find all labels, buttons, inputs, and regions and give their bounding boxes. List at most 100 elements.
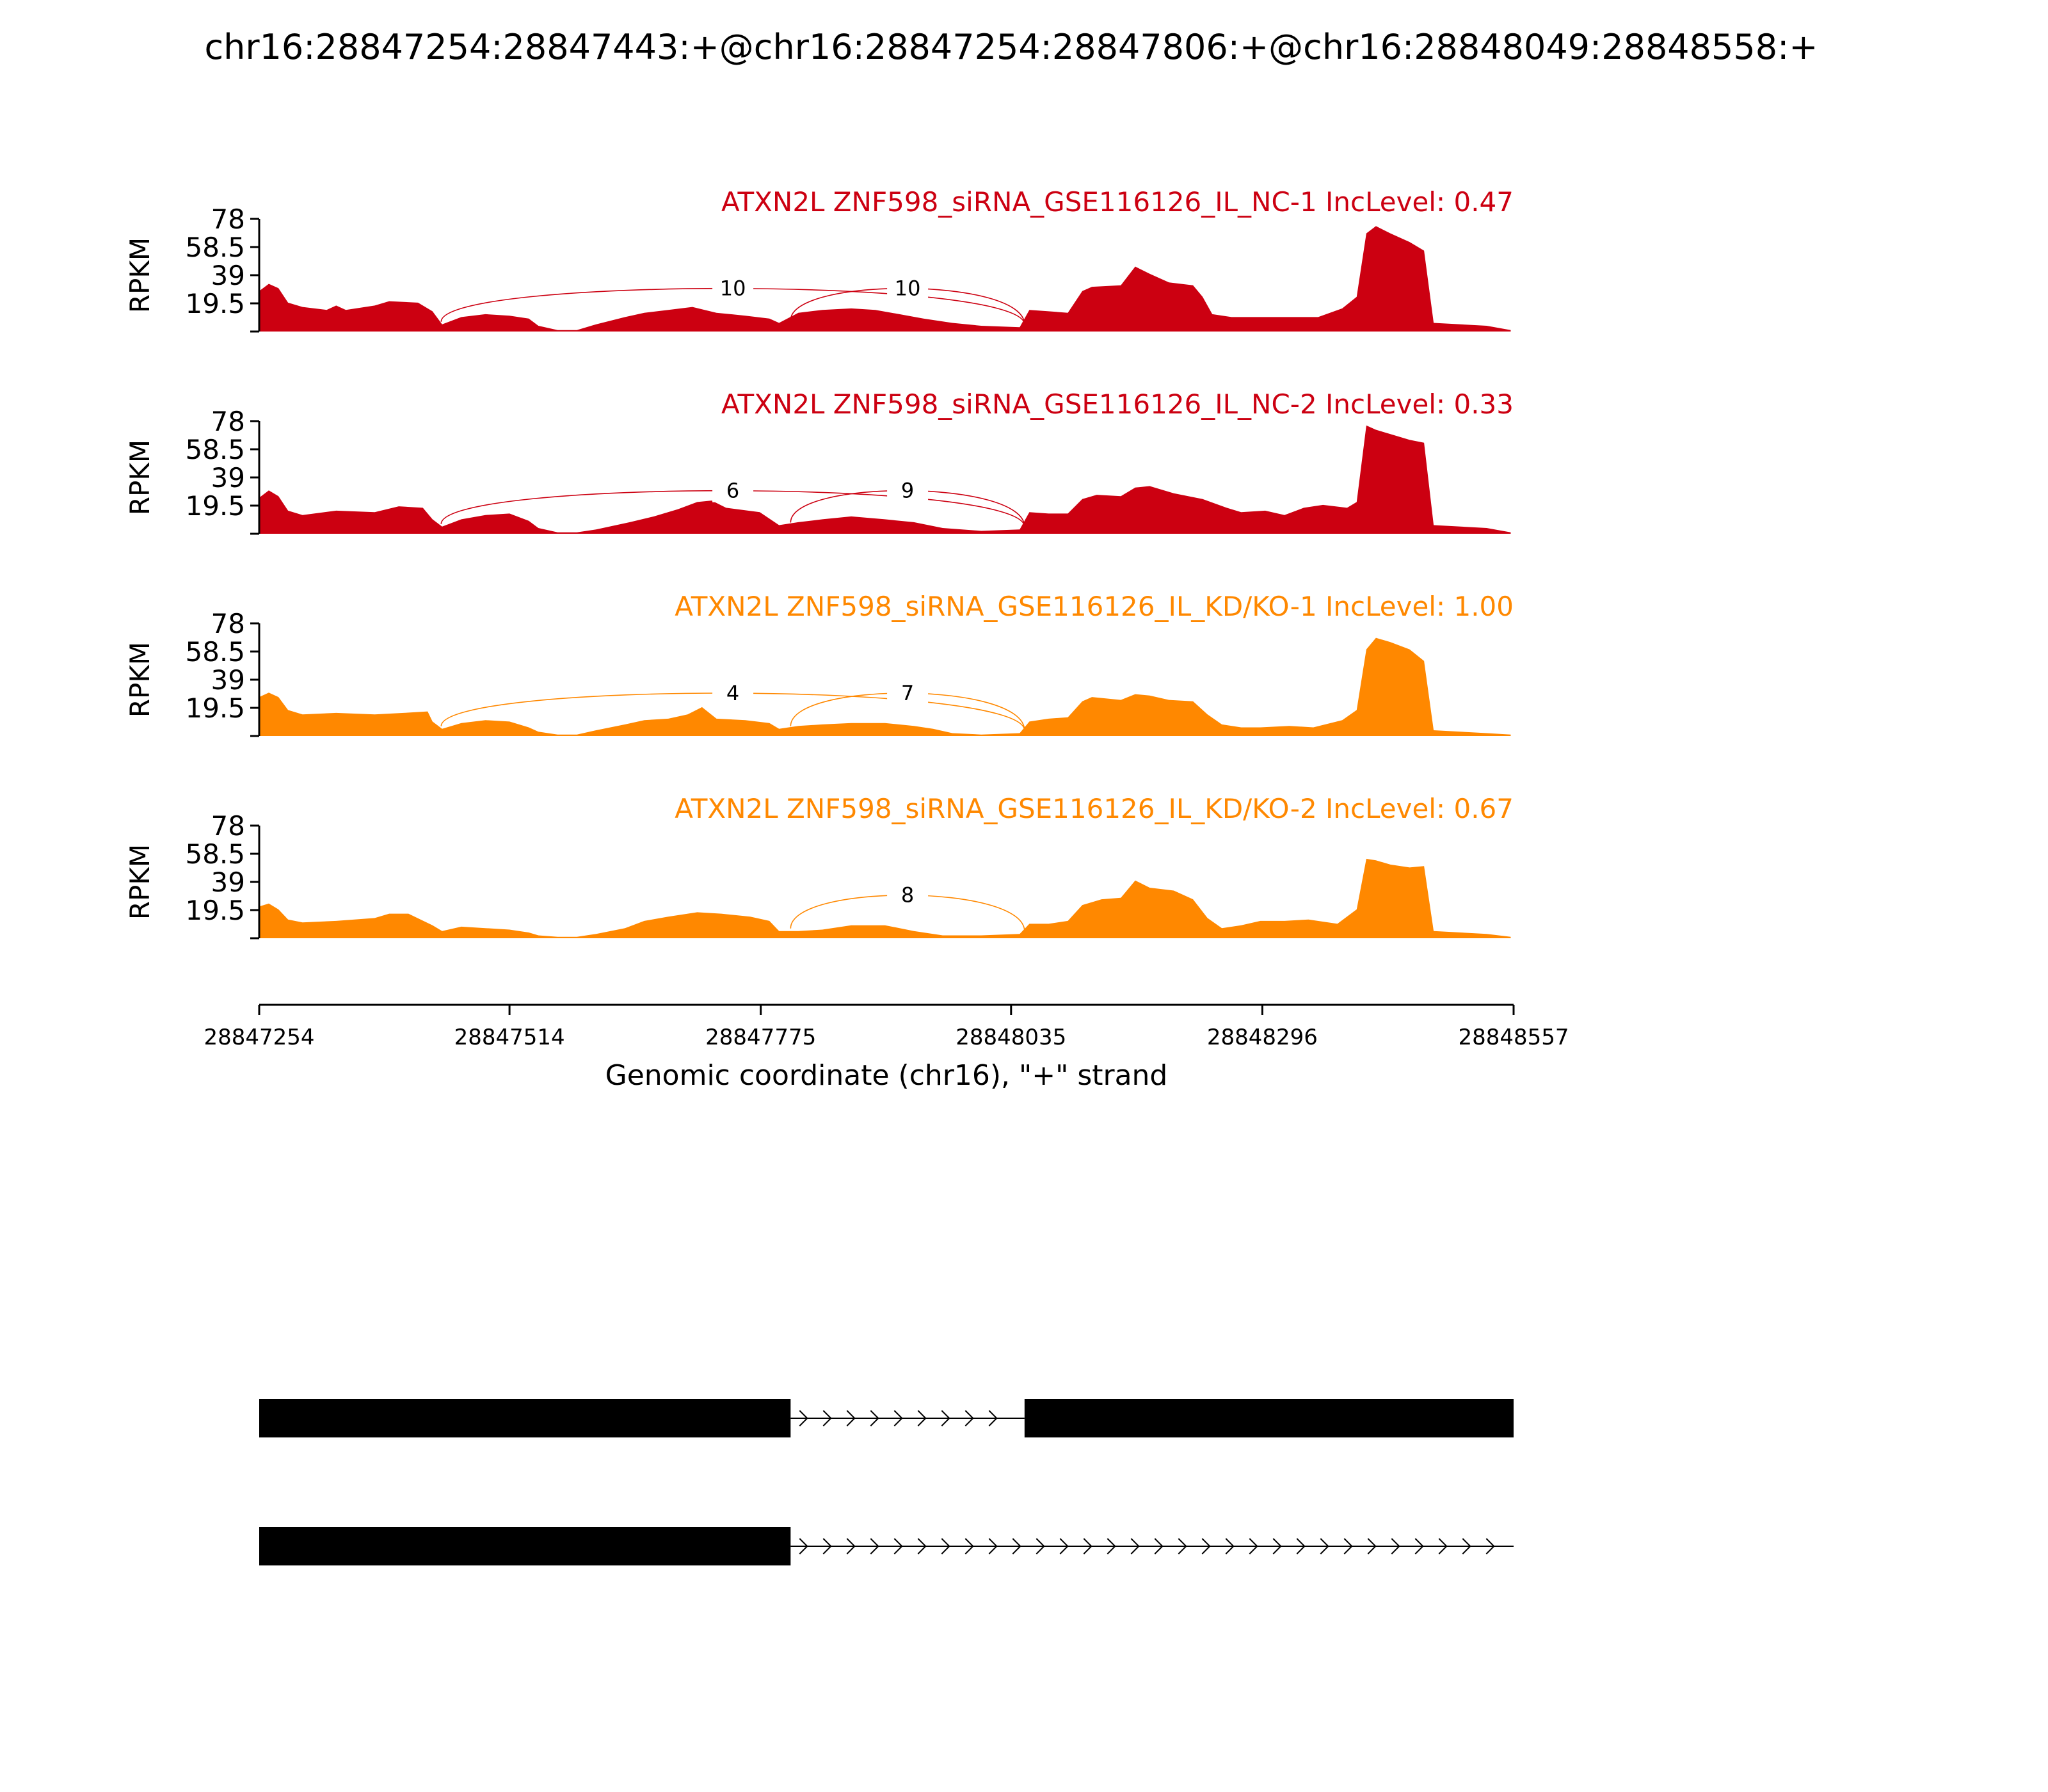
strand-arrow [1320, 1538, 1329, 1555]
strand-arrow [988, 1538, 998, 1555]
strand-arrow [1178, 1538, 1187, 1555]
x-tick-label: 28848296 [1207, 1025, 1318, 1050]
strand-arrow [799, 1538, 808, 1555]
y-tick-label: 78 [211, 810, 245, 842]
strand-arrow [917, 1538, 927, 1555]
strand-arrow [1107, 1538, 1116, 1555]
strand-arrow [799, 1410, 808, 1427]
strand-arrow [1414, 1538, 1424, 1555]
transcript-2 [259, 1527, 1514, 1565]
y-tick-label: 19.5 [185, 490, 245, 522]
y-tick-label: 58.5 [185, 434, 245, 465]
strand-arrow [964, 1410, 974, 1427]
y-tick-label: 39 [211, 664, 245, 696]
strand-arrow [1130, 1538, 1140, 1555]
x-axis-label: Genomic coordinate (chr16), "+" strand [605, 1059, 1168, 1092]
track-label: ATXN2L ZNF598_siRNA_GSE116126_IL_KD/KO-2… [675, 793, 1514, 824]
y-axis-label: RPKM [124, 844, 156, 920]
strand-arrow [1296, 1538, 1306, 1555]
y-tick-label: 58.5 [185, 232, 245, 263]
strand-arrow [1225, 1538, 1235, 1555]
junction-label-bg [887, 881, 929, 907]
junction-count: 4 [726, 681, 739, 705]
junction-label-bg [887, 476, 929, 502]
strand-arrow [1367, 1538, 1377, 1555]
transcript-models [259, 1399, 1514, 1565]
strand-arrow [1438, 1538, 1448, 1555]
strand-arrow [988, 1410, 998, 1427]
y-tick-label: 78 [211, 608, 245, 639]
strand-arrow [917, 1410, 927, 1427]
junction-label-bg [887, 274, 929, 300]
strand-arrow [870, 1538, 879, 1555]
x-tick-label: 28847254 [204, 1025, 314, 1050]
coverage-area [259, 637, 1511, 736]
strand-arrow [822, 1538, 832, 1555]
strand-arrow [1485, 1538, 1495, 1555]
strand-arrow [893, 1410, 903, 1427]
strand-arrow [1462, 1538, 1471, 1555]
strand-arrow [1059, 1538, 1069, 1555]
strand-arrow [941, 1538, 950, 1555]
strand-arrow [964, 1538, 974, 1555]
exon-block [1024, 1399, 1514, 1437]
x-axis: 28847254 28847514 28847775 28848035 28848296… [204, 1004, 1569, 1050]
strand-arrow [1083, 1538, 1092, 1555]
coverage-area [259, 425, 1511, 534]
strand-arrow [941, 1410, 950, 1427]
transcript-1 [259, 1399, 1514, 1437]
strand-arrow [1012, 1538, 1021, 1555]
junction-label-bg [887, 679, 929, 705]
coverage-area [259, 226, 1511, 332]
strand-arrow [893, 1538, 903, 1555]
strand-arrow [1272, 1538, 1282, 1555]
strand-arrow [1391, 1538, 1400, 1555]
strand-arrow [822, 1410, 832, 1427]
track-label: ATXN2L ZNF598_siRNA_GSE116126_IL_NC-1 In… [721, 186, 1514, 218]
junction-count: 7 [901, 681, 914, 705]
y-tick-label: 58.5 [185, 636, 245, 668]
y-tick-label: 39 [211, 260, 245, 291]
y-tick-label: 39 [211, 867, 245, 898]
strand-arrow [1154, 1538, 1164, 1555]
junction-label-bg [712, 476, 754, 502]
y-tick-label: 19.5 [185, 288, 245, 319]
junction-count: 8 [901, 883, 914, 908]
y-tick-label: 58.5 [185, 838, 245, 870]
strand-arrow [846, 1538, 856, 1555]
junction-label-bg [712, 274, 754, 300]
strand-arrow [1036, 1538, 1045, 1555]
strand-arrow [1343, 1538, 1353, 1555]
x-tick-label: 28848557 [1458, 1025, 1569, 1050]
junction-count: 10 [895, 276, 921, 301]
track-label: ATXN2L ZNF598_siRNA_GSE116126_IL_NC-2 In… [721, 388, 1514, 420]
junction-count: 10 [720, 276, 746, 301]
exon-block [259, 1527, 791, 1565]
y-tick-label: 19.5 [185, 692, 245, 724]
strand-arrow [1201, 1538, 1211, 1555]
coverage-area [259, 858, 1511, 938]
x-tick-label: 28847775 [705, 1025, 816, 1050]
exon-block [259, 1399, 791, 1437]
y-axis-label: RPKM [124, 440, 156, 515]
x-tick-label: 28847514 [454, 1025, 565, 1050]
junction-count: 6 [726, 479, 739, 503]
y-tick-label: 39 [211, 462, 245, 493]
track-label: ATXN2L ZNF598_siRNA_GSE116126_IL_KD/KO-1… [675, 591, 1514, 622]
y-axis-label: RPKM [124, 642, 156, 717]
chart-title: chr16:28847254:28847443:+@chr16:28847254… [204, 27, 1818, 67]
junction-label-bg [712, 679, 754, 705]
y-tick-label: 78 [211, 406, 245, 437]
y-axis-label: RPKM [124, 237, 156, 313]
strand-arrow [846, 1410, 856, 1427]
strand-arrow [1249, 1538, 1258, 1555]
y-tick-label: 19.5 [185, 895, 245, 926]
y-tick-label: 78 [211, 204, 245, 235]
x-tick-label: 28848035 [956, 1025, 1066, 1050]
